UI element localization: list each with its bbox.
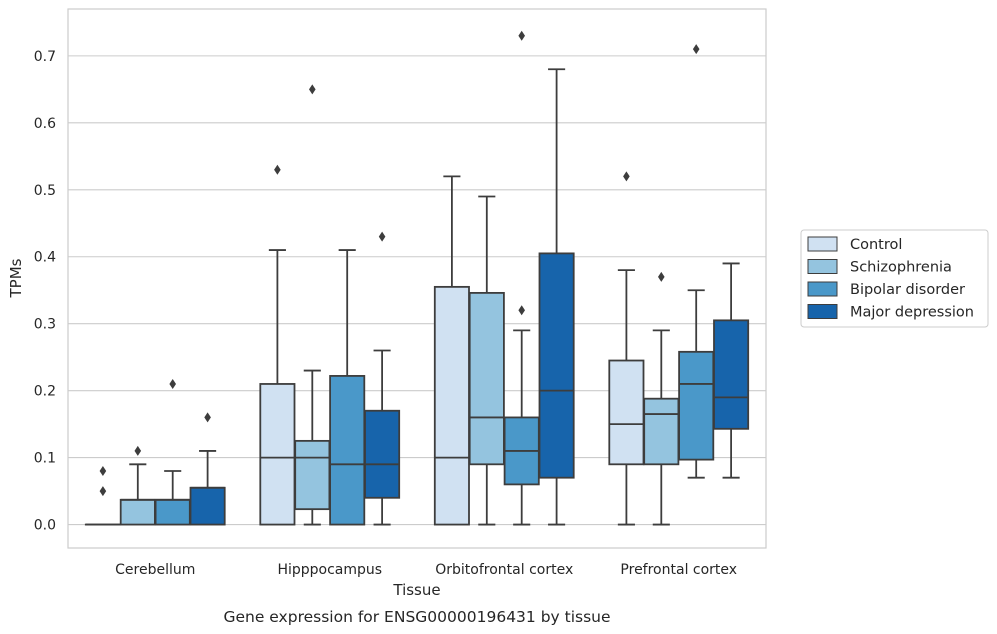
box [678, 350, 715, 461]
box-group [643, 271, 680, 526]
x-tick-label: Cerebellum [115, 562, 195, 578]
legend-swatch [807, 304, 838, 319]
box-group [259, 164, 296, 526]
box [468, 291, 505, 466]
box [643, 397, 680, 466]
y-axis-title: TPMs [7, 258, 25, 298]
box-group [189, 412, 226, 526]
box-group [713, 262, 750, 479]
box-group [329, 249, 366, 526]
legend-frame [800, 229, 989, 328]
legend-swatch [807, 259, 838, 274]
legend-label: Bipolar disorder [850, 282, 965, 298]
outlier-point [623, 171, 630, 182]
outlier-point [99, 486, 107, 497]
plot-area-frame [67, 8, 767, 549]
box-group [468, 195, 505, 526]
y-axis-ticks: 0.0 0.1 0.2 0.3 0.4 0.5 0.6 0.7 [34, 49, 56, 534]
x-axis-title: Tissue [392, 581, 440, 599]
outlier-point [134, 445, 142, 456]
y-tick-label: 0.0 [34, 518, 56, 534]
legend-label: Major depression [850, 305, 974, 321]
legend-swatch [807, 281, 838, 297]
outlier-point [658, 271, 665, 282]
outlier-point [518, 305, 525, 316]
box [608, 359, 645, 466]
outlier-point [204, 412, 211, 423]
figure-caption: Gene expression for ENSG00000196431 by t… [223, 608, 610, 626]
box-group [678, 44, 715, 479]
x-tick-label: Prefrontal cortex [620, 562, 737, 578]
box-group [608, 171, 645, 526]
legend-label: Schizophrenia [850, 260, 952, 276]
outlier-point [309, 84, 316, 95]
y-tick-label: 0.3 [34, 317, 56, 333]
gridlines [68, 55, 766, 526]
box-group [119, 445, 156, 526]
box [154, 498, 191, 526]
box [538, 252, 575, 479]
box [259, 383, 296, 526]
box-group [154, 378, 191, 526]
legend-swatch [807, 236, 838, 252]
y-tick-label: 0.5 [34, 183, 56, 199]
box [329, 375, 366, 526]
box [189, 486, 226, 526]
box-group [538, 68, 575, 526]
box-group [294, 84, 331, 526]
box [364, 409, 401, 499]
outlier-point [692, 44, 700, 55]
x-axis-ticks: Cerebellum Hipppocampus Orbitofrontal cort… [115, 562, 737, 578]
x-tick-label: Hipppocampus [277, 562, 382, 578]
box [713, 319, 750, 430]
y-tick-label: 0.1 [34, 451, 56, 467]
outlier-point [169, 378, 176, 389]
outlier-point [99, 466, 107, 476]
y-tick-label: 0.2 [34, 384, 56, 400]
x-tick-label: Orbitofrontal cortex [435, 562, 573, 578]
outlier-point [378, 231, 386, 242]
box [119, 498, 156, 526]
box-group [433, 175, 470, 526]
box-group [503, 30, 540, 526]
y-tick-label: 0.4 [34, 250, 56, 266]
y-tick-label: 0.7 [34, 49, 56, 65]
box-group [364, 231, 401, 526]
box [294, 439, 331, 511]
box [433, 285, 470, 526]
legend-label: Control [850, 237, 902, 253]
outlier-point [274, 164, 281, 175]
y-tick-label: 0.6 [34, 116, 56, 132]
box-group [84, 466, 121, 526]
box-series [84, 30, 750, 526]
legend: Control Schizophrenia Bipolar disorder Majo… [800, 229, 989, 328]
outlier-point [518, 30, 525, 41]
